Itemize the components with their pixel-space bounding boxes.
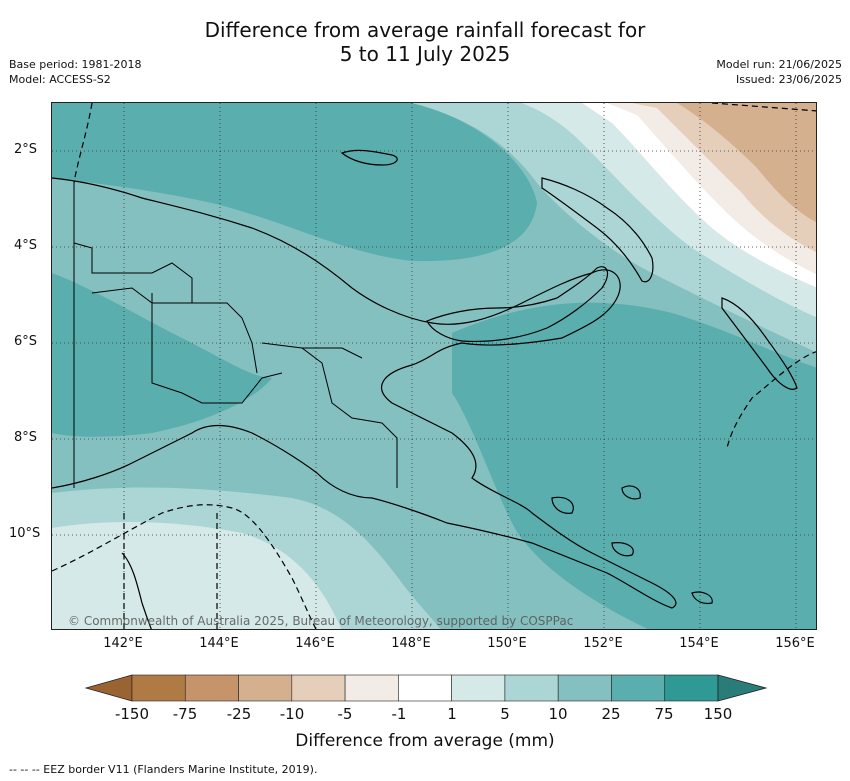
colorbar-cell <box>344 674 399 702</box>
band-25-75-north <box>52 103 537 262</box>
colorbar-tick: -75 <box>172 705 198 723</box>
lat-label: 4°S <box>14 238 38 253</box>
colorbar <box>84 674 768 702</box>
colorbar-cell <box>557 674 612 702</box>
band-25-75-west <box>52 273 272 437</box>
map-title: Difference from average rainfall forecas… <box>0 18 850 66</box>
lon-label: 144°E <box>199 636 239 651</box>
colorbar-under-arrow <box>84 674 133 702</box>
colorbar-tick: -5 <box>337 705 353 723</box>
colorbar-tick: 1 <box>447 705 457 723</box>
title-line-1: Difference from average rainfall forecas… <box>204 18 646 42</box>
colorbar-tick: 10 <box>548 705 568 723</box>
colorbar-tick: 5 <box>500 705 510 723</box>
lon-label: 146°E <box>295 636 335 651</box>
colorbar-cell <box>451 674 506 702</box>
colorbar-over-arrow <box>717 674 768 702</box>
lat-label: 8°S <box>14 430 38 445</box>
lon-label: 152°E <box>583 636 623 651</box>
colorbar-cell <box>611 674 666 702</box>
lat-label: 10°S <box>9 526 41 541</box>
colorbar-cell <box>664 674 719 702</box>
meta-left: Base period: 1981-2018 Model: ACCESS-S2 <box>9 57 141 87</box>
coastlines <box>52 149 798 629</box>
colorbar-cell <box>504 674 559 702</box>
issued-date: Issued: 23/06/2025 <box>735 73 842 86</box>
band-minus10-minus25 <box>662 103 816 222</box>
model-run: Model run: 21/06/2025 <box>716 58 842 71</box>
rainfall-map <box>51 102 817 630</box>
lon-label: 148°E <box>391 636 431 651</box>
lon-label: 156°E <box>775 636 815 651</box>
colorbar-tick: -25 <box>226 705 252 723</box>
model-name: Model: ACCESS-S2 <box>9 73 111 86</box>
colorbar-title: Difference from average (mm) <box>295 731 555 751</box>
borders <box>73 183 398 488</box>
colorbar-tick: -1 <box>391 705 407 723</box>
lat-label: 6°S <box>14 334 38 349</box>
colorbar-tick: -10 <box>279 705 305 723</box>
eez-footnote: -- -- -- EEZ border V11 (Flanders Marine… <box>9 763 318 776</box>
meta-right: Model run: 21/06/2025 Issued: 23/06/2025 <box>716 57 842 87</box>
map-canvas <box>52 103 816 629</box>
colorbar-tick: 75 <box>654 705 674 723</box>
colorbar-cell <box>184 674 239 702</box>
colorbar-tick: 150 <box>703 705 733 723</box>
lat-label: 2°S <box>14 142 38 157</box>
eez-borders <box>52 103 816 629</box>
colorbar-cell <box>238 674 293 702</box>
base-period: Base period: 1981-2018 <box>9 58 142 71</box>
colorbar-cells <box>131 674 719 702</box>
colorbar-cell <box>398 674 452 702</box>
copyright-notice: © Commonwealth of Australia 2025, Bureau… <box>68 614 574 628</box>
title-line-2: 5 to 11 July 2025 <box>339 42 511 66</box>
colorbar-tick: 25 <box>601 705 621 723</box>
lon-label: 154°E <box>679 636 719 651</box>
colorbar-cell <box>291 674 346 702</box>
colorbar-cell <box>131 674 186 702</box>
lon-label: 150°E <box>487 636 527 651</box>
colorbar-tick: -150 <box>114 705 150 723</box>
lon-label: 142°E <box>103 636 143 651</box>
